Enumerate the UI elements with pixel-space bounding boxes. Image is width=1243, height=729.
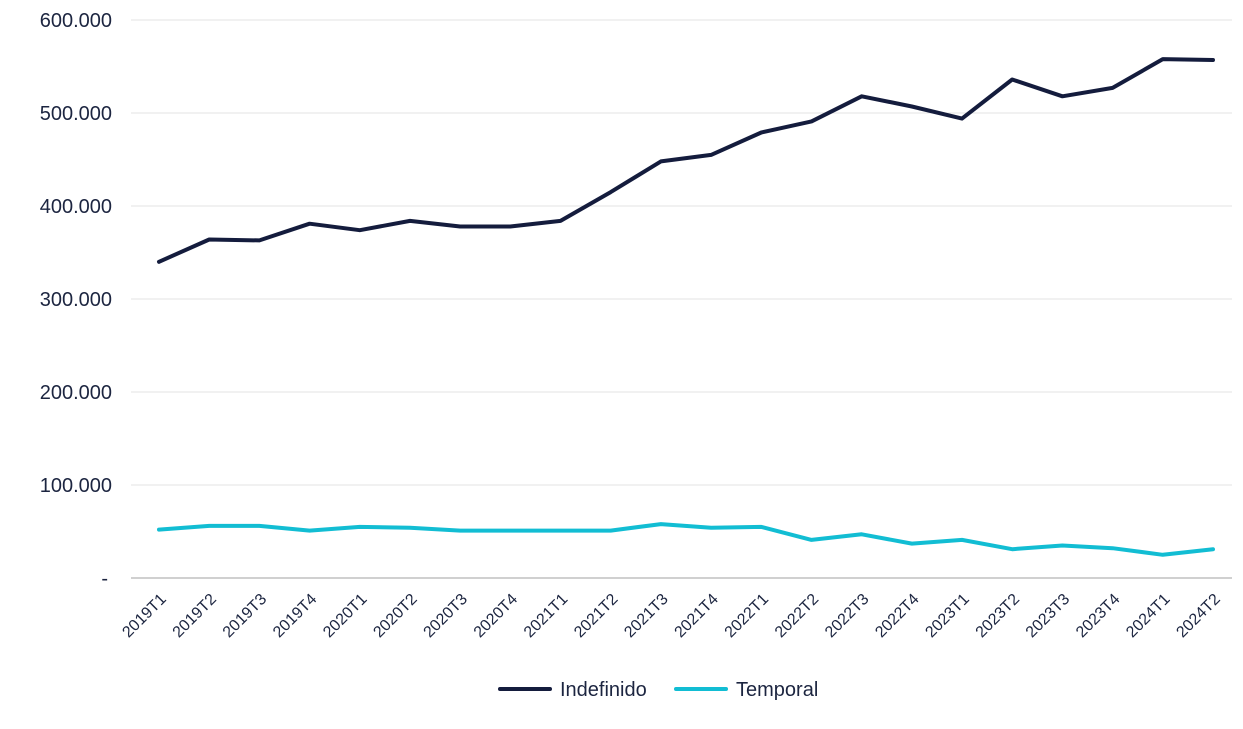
series-lines — [157, 57, 1215, 557]
series-line-temporal — [157, 522, 1215, 557]
x-tick-label: 2023T4 — [1073, 591, 1123, 641]
x-tick-label: 2021T1 — [521, 591, 571, 641]
legend-label-indefinido: Indefinido — [560, 679, 647, 701]
x-tick-label: 2024T2 — [1173, 591, 1223, 641]
y-axis-tick-labels: - 100.000 200.000 300.000 400.000 500.000 600.… — [40, 10, 112, 590]
x-tick-label: 2020T3 — [421, 591, 471, 641]
y-tick-label: - — [101, 568, 108, 590]
x-tick-label: 2023T1 — [922, 591, 972, 641]
y-tick-label: 100.000 — [40, 475, 112, 497]
x-tick-label: 2019T1 — [119, 591, 169, 641]
x-tick-label: 2021T3 — [621, 591, 671, 641]
x-tick-label: 2020T2 — [370, 591, 420, 641]
y-tick-label: 600.000 — [40, 10, 112, 32]
y-tick-label: 400.000 — [40, 196, 112, 218]
x-tick-label: 2020T1 — [320, 591, 370, 641]
y-tick-label: 300.000 — [40, 289, 112, 311]
x-tick-label: 2020T4 — [471, 591, 521, 641]
grid-lines — [131, 19, 1232, 486]
y-tick-label: 500.000 — [40, 103, 112, 125]
x-tick-label: 2022T4 — [872, 591, 922, 641]
legend: Indefinido Temporal — [498, 679, 818, 701]
series-line-indefinido — [157, 57, 1215, 264]
x-tick-label: 2021T2 — [571, 591, 621, 641]
y-tick-label: 200.000 — [40, 382, 112, 404]
x-tick-label: 2022T1 — [722, 591, 772, 641]
legend-label-temporal: Temporal — [736, 679, 818, 701]
x-tick-label: 2021T4 — [672, 591, 722, 641]
x-tick-label: 2022T3 — [822, 591, 872, 641]
x-tick-label: 2019T3 — [220, 591, 270, 641]
x-tick-label: 2019T2 — [170, 591, 220, 641]
x-tick-label: 2022T2 — [772, 591, 822, 641]
x-tick-label: 2023T3 — [1023, 591, 1073, 641]
x-tick-label: 2024T1 — [1123, 591, 1173, 641]
x-axis-tick-labels: 2019T1 2019T2 2019T3 2019T4 2020T1 2020T2 2020… — [119, 591, 1223, 641]
x-tick-label: 2019T4 — [270, 591, 320, 641]
x-tick-label: 2023T2 — [973, 591, 1023, 641]
